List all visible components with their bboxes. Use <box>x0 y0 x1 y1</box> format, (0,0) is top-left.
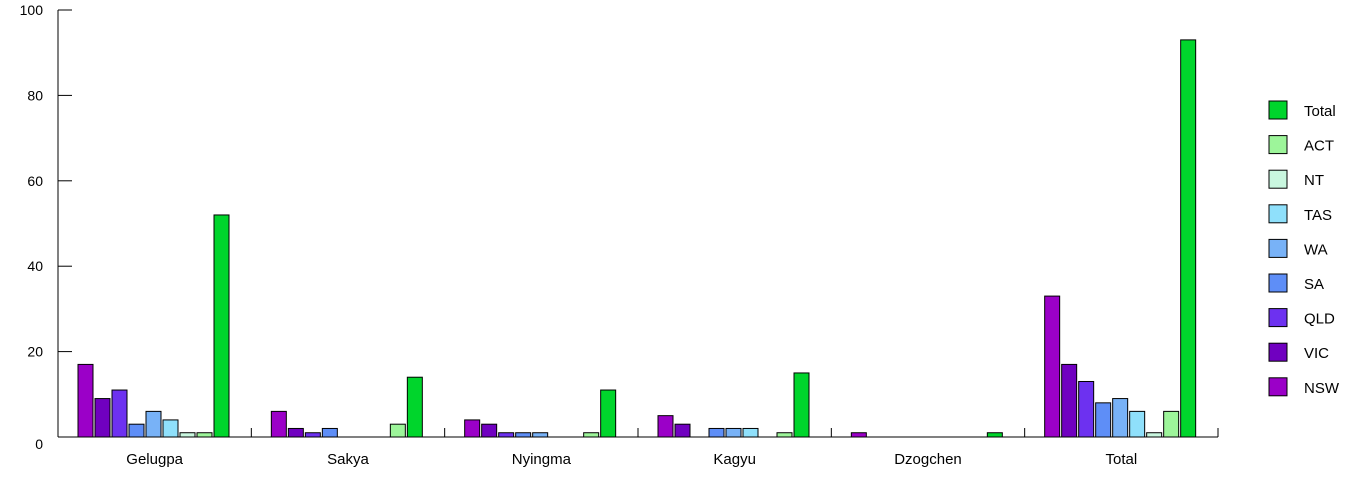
legend-swatch-nsw <box>1268 377 1288 397</box>
x-tick-label: Sakya <box>327 451 369 468</box>
bar-nsw-nyingma <box>464 419 481 438</box>
bar-nt-total <box>1146 432 1163 438</box>
legend-swatch-tas <box>1268 204 1288 224</box>
bar-wa-gelugpa <box>145 410 162 438</box>
bar-act-total <box>1163 410 1180 438</box>
bar-act-sakya <box>389 423 406 438</box>
bars <box>77 39 1197 438</box>
bar-total-kagyu <box>793 372 810 438</box>
bar-sa-gelugpa <box>128 423 145 438</box>
bar-qld-total <box>1078 380 1095 438</box>
bar-vic-total <box>1061 363 1078 438</box>
legend-label-tas: TAS <box>1304 207 1332 224</box>
legend-label-wa: WA <box>1304 241 1328 258</box>
bar-total-dzogchen <box>986 432 1003 438</box>
y-tick-label: 60 <box>27 173 43 189</box>
bar-vic-nyingma <box>481 423 498 438</box>
bar-act-nyingma <box>583 432 600 438</box>
bar-total-gelugpa <box>213 214 230 438</box>
bar-tas-gelugpa <box>162 419 179 438</box>
axes: 0 20 40 60 80 100 Gelugpa Sakya Nyingma Kagyu Dzog… <box>20 2 1219 468</box>
bar-act-gelugpa <box>196 432 213 438</box>
y-tick-label: 80 <box>27 87 43 103</box>
legend-swatch-sa <box>1268 273 1288 293</box>
bar-sa-sakya <box>321 427 338 438</box>
x-tick-label: Nyingma <box>512 451 572 468</box>
x-tick-label: Kagyu <box>713 451 756 468</box>
y-tick-label: 100 <box>20 2 44 18</box>
bar-nsw-sakya <box>270 410 287 438</box>
legend-label-vic: VIC <box>1304 345 1329 362</box>
bar-total-nyingma <box>600 389 617 438</box>
x-tick-label: Dzogchen <box>894 451 962 468</box>
bar-sa-kagyu <box>708 427 725 438</box>
legend-label-sa: SA <box>1304 276 1324 293</box>
bar-qld-nyingma <box>498 432 515 438</box>
bar-wa-kagyu <box>725 427 742 438</box>
legend-swatch-nt <box>1268 169 1288 189</box>
y-tick-label: 40 <box>27 258 43 274</box>
x-tick-label: Total <box>1105 451 1137 468</box>
legend-swatch-total <box>1268 100 1288 120</box>
bar-qld-sakya <box>304 432 321 438</box>
legend-label-nsw: NSW <box>1304 380 1340 397</box>
bar-total-sakya <box>406 376 423 438</box>
bar-qld-gelugpa <box>111 389 128 438</box>
bar-vic-gelugpa <box>94 398 111 438</box>
x-tick-label: Gelugpa <box>126 451 183 468</box>
bar-nsw-total <box>1044 295 1061 438</box>
bar-nsw-gelugpa <box>77 363 94 438</box>
bar-vic-sakya <box>287 427 304 438</box>
bar-sa-nyingma <box>515 432 532 438</box>
bar-act-kagyu <box>776 432 793 438</box>
legend-swatch-vic <box>1268 342 1288 362</box>
y-tick-label: 0 <box>35 436 43 452</box>
bar-nt-gelugpa <box>179 432 196 438</box>
bar-tas-total <box>1129 410 1146 438</box>
bar-wa-nyingma <box>532 432 549 438</box>
legend-label-qld: QLD <box>1304 311 1335 328</box>
legend-swatch-wa <box>1268 238 1288 258</box>
bar-nsw-dzogchen <box>850 432 867 438</box>
legend-swatch-act <box>1268 135 1288 155</box>
bar-nsw-kagyu <box>657 415 674 438</box>
legend-label-nt: NT <box>1304 172 1324 189</box>
bar-vic-kagyu <box>674 423 691 438</box>
bar-tas-kagyu <box>742 427 759 438</box>
y-tick-label: 20 <box>27 344 43 360</box>
bar-total-total <box>1180 39 1197 438</box>
bar-sa-total <box>1095 402 1112 438</box>
bar-wa-total <box>1112 398 1129 438</box>
legend-label-total: Total <box>1304 103 1336 120</box>
legend: Total ACT NT TAS WA SA QLD VIC NSW <box>1268 100 1340 397</box>
legend-swatch-qld <box>1268 308 1288 328</box>
legend-label-act: ACT <box>1304 138 1334 155</box>
